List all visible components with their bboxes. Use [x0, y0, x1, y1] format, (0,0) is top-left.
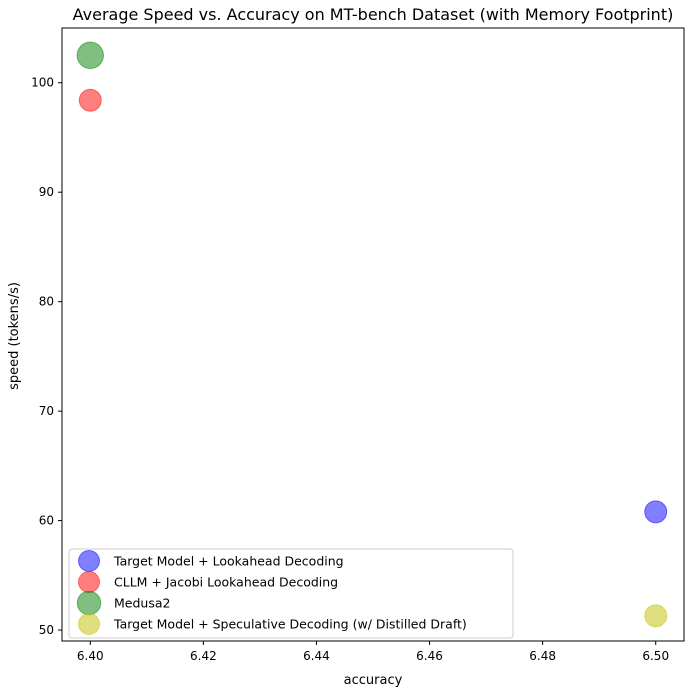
y-tick-label: 50: [39, 623, 54, 637]
y-axis-label: speed (tokens/s): [7, 282, 22, 390]
legend-marker: [78, 550, 100, 572]
x-axis-label: accuracy: [344, 673, 403, 688]
x-tick-label: 6.48: [529, 649, 556, 663]
legend-marker: [78, 571, 100, 593]
plot-area: [61, 27, 685, 642]
chart-title: Average Speed vs. Accuracy on MT-bench D…: [73, 5, 674, 24]
legend-label: Target Model + Lookahead Decoding: [113, 554, 344, 569]
y-tick-label: 90: [39, 185, 54, 199]
y-axis-ticks: 50 60 70 80 90 100: [31, 76, 62, 637]
y-tick-label: 70: [39, 404, 54, 418]
scatter-point: [76, 41, 104, 70]
x-axis-ticks: 6.40 6.42 6.44 6.46 6.48 6.50: [77, 641, 669, 663]
y-tick-label: 60: [39, 514, 54, 528]
x-tick-label: 6.42: [190, 649, 217, 663]
x-tick-label: 6.50: [642, 649, 669, 663]
legend-marker: [78, 613, 100, 635]
legend-label: Medusa2: [114, 596, 170, 611]
x-tick-label: 6.40: [77, 649, 104, 663]
legend-frame: [68, 548, 514, 639]
legend-label: Target Model + Speculative Decoding (w/ …: [113, 617, 467, 632]
x-tick-label: 6.44: [303, 649, 330, 663]
legend-marker: [76, 590, 102, 616]
scatter-point: [644, 500, 668, 524]
scatter-point: [644, 604, 668, 628]
x-tick-label: 6.46: [416, 649, 443, 663]
scatter-point: [78, 88, 102, 112]
plot-frame: [61, 27, 685, 642]
legend-label: CLLM + Jacobi Lookahead Decoding: [114, 575, 338, 590]
legend: Target Model + Lookahead Decoding CLLM + …: [68, 548, 514, 639]
y-tick-label: 80: [39, 295, 54, 309]
y-tick-label: 100: [31, 76, 54, 90]
